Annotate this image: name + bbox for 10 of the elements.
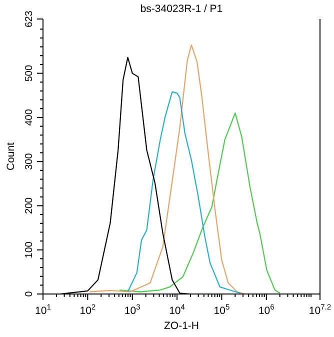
y-tick-label: 300 [24,152,35,170]
y-tick-label: 623 [24,10,35,28]
y-axis-title: Count [4,142,17,171]
y-tick-label: 200 [24,196,35,214]
chart-title: bs-34023R-1 / P1 [140,2,223,15]
x-axis-title: ZO-1-H [164,320,199,332]
y-tick-label: 400 [24,108,35,126]
y-tick-label: 0 [24,290,35,297]
y-tick-label: 100 [24,241,35,258]
y-tick-label: 500 [24,64,35,82]
